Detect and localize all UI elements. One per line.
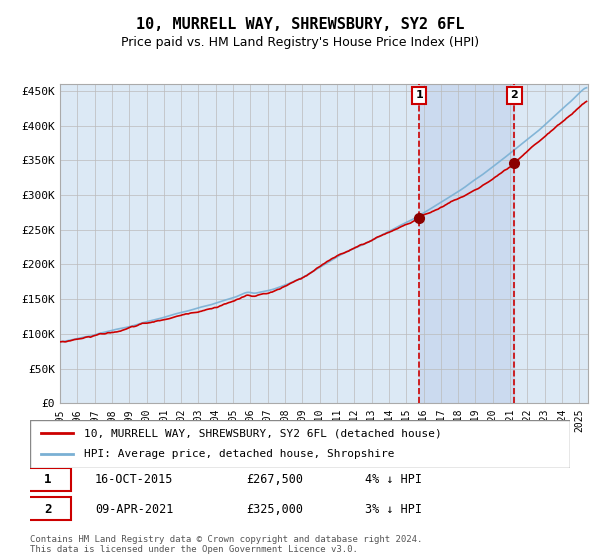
Text: Price paid vs. HM Land Registry's House Price Index (HPI): Price paid vs. HM Land Registry's House … [121,36,479,49]
Text: 1: 1 [44,473,52,487]
Text: 1: 1 [415,90,423,100]
Text: £325,000: £325,000 [246,502,303,516]
Text: 10, MURRELL WAY, SHREWSBURY, SY2 6FL: 10, MURRELL WAY, SHREWSBURY, SY2 6FL [136,17,464,32]
Text: £267,500: £267,500 [246,473,303,487]
Bar [419,84,514,403]
FancyBboxPatch shape [30,420,570,468]
Text: 2: 2 [511,90,518,100]
Text: Contains HM Land Registry data © Crown copyright and database right 2024.
This d: Contains HM Land Registry data © Crown c… [30,535,422,554]
Text: 09-APR-2021: 09-APR-2021 [95,502,173,516]
Text: 4% ↓ HPI: 4% ↓ HPI [365,473,422,487]
Text: 2: 2 [44,502,52,516]
Text: HPI: Average price, detached house, Shropshire: HPI: Average price, detached house, Shro… [84,449,395,459]
Text: 16-OCT-2015: 16-OCT-2015 [95,473,173,487]
FancyBboxPatch shape [25,497,71,520]
Text: 10, MURRELL WAY, SHREWSBURY, SY2 6FL (detached house): 10, MURRELL WAY, SHREWSBURY, SY2 6FL (de… [84,428,442,438]
Text: 3% ↓ HPI: 3% ↓ HPI [365,502,422,516]
FancyBboxPatch shape [25,468,71,491]
